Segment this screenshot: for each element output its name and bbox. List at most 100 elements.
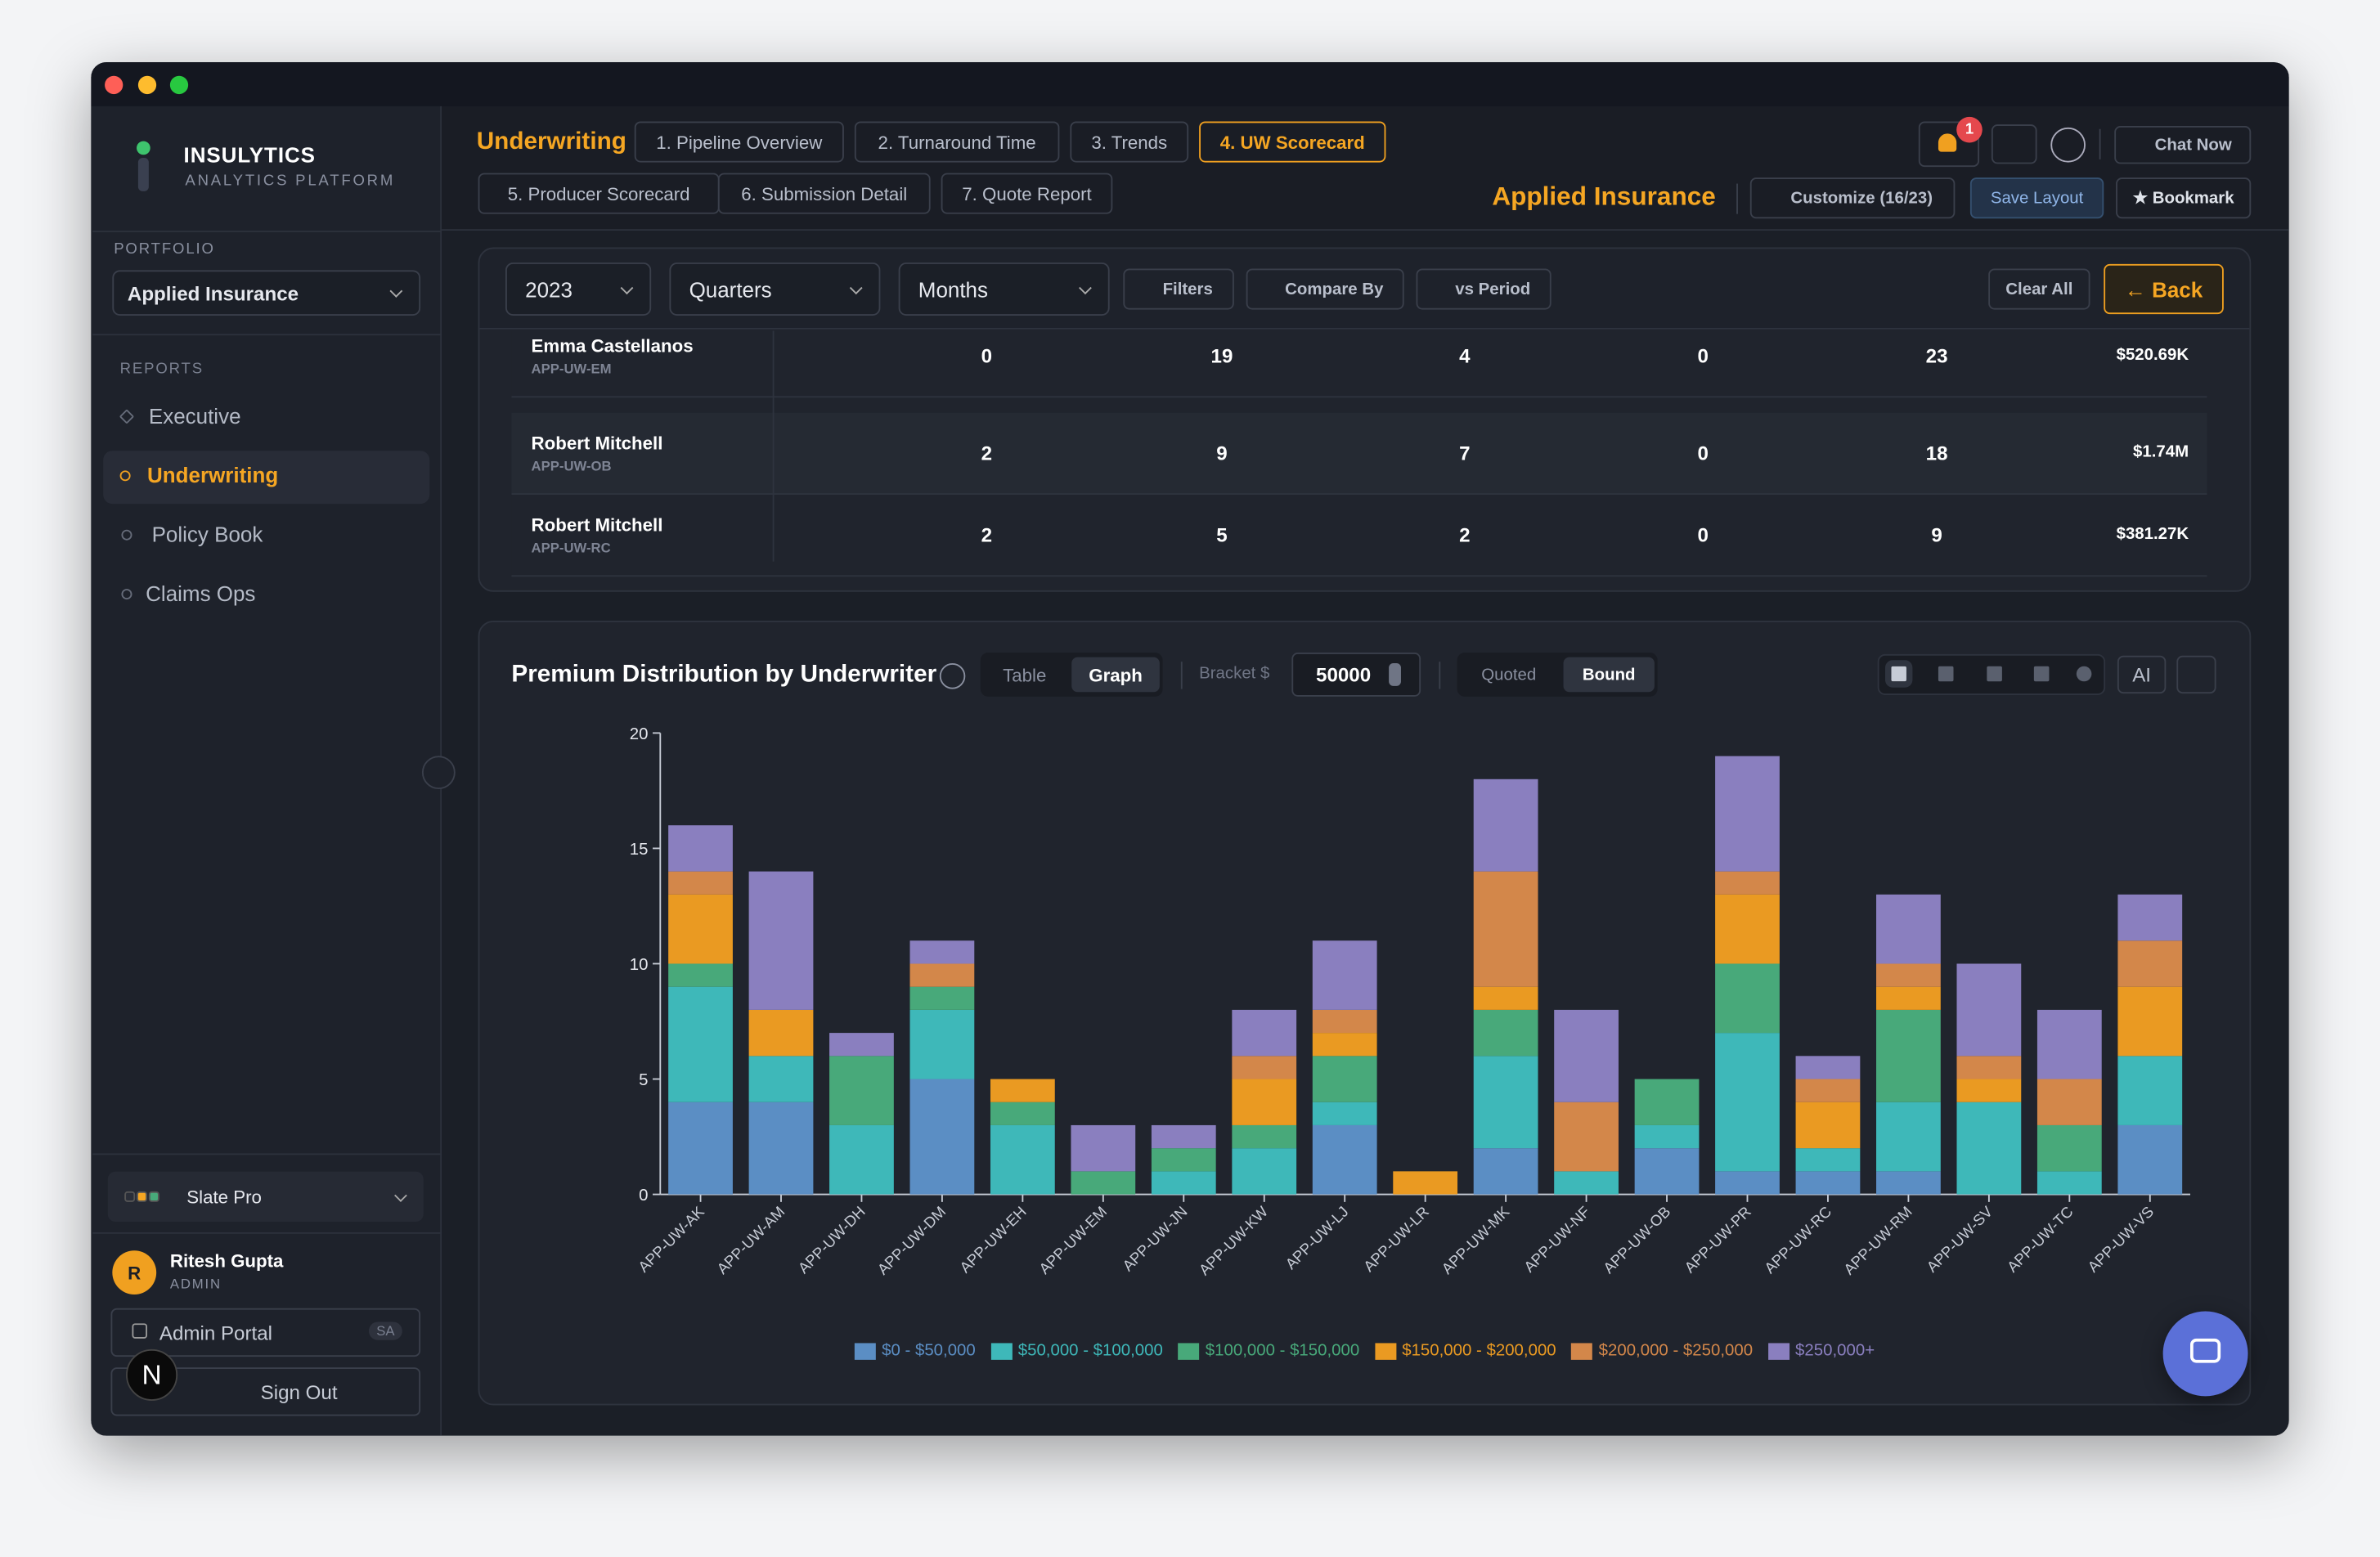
filter-select[interactable]: Quarters — [669, 262, 881, 316]
x-tick-label: APP-UW-PR — [1681, 1203, 1754, 1277]
bar-segment — [2036, 1124, 2102, 1172]
legend-item[interactable]: $200,000 - $250,000 — [1571, 1342, 1753, 1360]
toggle-option[interactable]: Graph — [1071, 657, 1160, 693]
chat-now[interactable]: Chat Now — [2114, 126, 2252, 164]
cell-name: Robert Mitchell — [531, 432, 663, 454]
bar-segment — [1473, 871, 1538, 987]
table-row — [511, 330, 2207, 398]
chart-type-icon[interactable] — [1938, 666, 1954, 682]
x-tick-label: APP-UW-JN — [1119, 1203, 1190, 1274]
tab[interactable]: 7. Quote Report — [941, 173, 1113, 214]
bar-segment — [748, 871, 814, 1010]
nav-item[interactable]: Underwriting — [147, 463, 279, 487]
nav-item[interactable]: Executive — [148, 403, 241, 429]
x-tick-label: APP-UW-AK — [635, 1202, 707, 1275]
cell-value: 9 — [1931, 523, 1942, 547]
bar-segment — [1795, 1148, 1861, 1172]
y-tick-label: 20 — [630, 725, 649, 743]
bookmark[interactable]: ★ Bookmark — [2116, 177, 2252, 219]
bar-segment — [1554, 1171, 1619, 1195]
tab[interactable]: 5. Producer Scorecard — [478, 173, 720, 214]
toggle-option[interactable]: Quoted — [1481, 665, 1537, 684]
nav-icon — [121, 589, 132, 600]
legend-item[interactable]: $50,000 - $100,000 — [990, 1342, 1163, 1360]
dev-badge: N — [126, 1348, 178, 1401]
bar-segment — [2036, 1079, 2102, 1125]
bar-segment — [1232, 1079, 1297, 1125]
collapse-button[interactable] — [421, 756, 456, 790]
filter-button[interactable]: Clear All — [1988, 268, 2090, 310]
company-name: Applied Insurance — [1492, 182, 1716, 211]
cell-value: 4 — [1459, 344, 1471, 368]
separator — [1439, 662, 1441, 689]
bracket-input[interactable]: 50000 — [1291, 653, 1421, 697]
bar-segment — [1956, 1102, 2022, 1195]
nav-item[interactable]: Claims Ops — [146, 581, 256, 606]
zoom-light[interactable] — [169, 75, 189, 95]
save-layout[interactable]: Save Layout — [1969, 177, 2104, 219]
bar-segment — [668, 871, 733, 895]
minimize-light[interactable] — [137, 75, 157, 95]
close-light[interactable] — [105, 75, 123, 95]
bar-segment — [1795, 1102, 1861, 1149]
filter-button[interactable]: vs Period — [1416, 268, 1551, 310]
cell-value: 9 — [1216, 442, 1228, 464]
back-button[interactable]: ← Back — [2104, 263, 2224, 315]
ai-button[interactable]: AI — [2117, 655, 2167, 694]
theme-select[interactable]: Slate Pro — [107, 1171, 424, 1222]
x-tick-label: APP-UW-TC — [2004, 1203, 2077, 1276]
tab[interactable]: 6. Submission Detail — [717, 173, 931, 214]
chart-type-icon[interactable] — [1884, 660, 1913, 688]
toggle-option[interactable]: Bound — [1563, 657, 1655, 693]
filter-button[interactable]: Compare By — [1246, 268, 1404, 310]
swap-button[interactable] — [1991, 124, 2037, 164]
chevron — [389, 285, 403, 298]
filter-select[interactable]: Months — [898, 262, 1110, 316]
x-tick-label: APP-UW-EM — [1035, 1203, 1110, 1277]
chat-icon — [2190, 1338, 2221, 1363]
bell-button[interactable] — [1918, 121, 1980, 168]
cell-value: 2 — [981, 442, 993, 464]
legend-item[interactable]: $250,000+ — [1767, 1342, 1875, 1360]
bar-segment — [1312, 1009, 1377, 1034]
tab[interactable]: 2. Turnaround Time — [854, 121, 1060, 163]
customize[interactable]: Customize (16/23) — [1749, 177, 1956, 219]
tab[interactable]: 3. Trends — [1070, 121, 1189, 163]
x-tick-label: APP-UW-AM — [713, 1203, 788, 1277]
bar-segment — [1876, 1171, 1941, 1195]
legend-item[interactable]: $100,000 - $150,000 — [1178, 1342, 1359, 1360]
legend-label: $100,000 - $150,000 — [1205, 1341, 1360, 1360]
chat-bubble[interactable] — [2162, 1311, 2248, 1397]
filter-select[interactable]: 2023 — [505, 262, 652, 316]
expand-button[interactable] — [2176, 655, 2216, 694]
portfolio-select[interactable]: Applied Insurance — [112, 270, 421, 316]
x-tick-label: APP-UW-EH — [956, 1203, 1030, 1277]
legend: $0 - $50,000 $50,000 - $100,000 $100,000 -… — [478, 1342, 2252, 1360]
toggle-option[interactable]: Table — [1003, 663, 1047, 685]
label: PORTFOLIO — [114, 241, 215, 258]
cell-value: 0 — [1697, 442, 1709, 464]
divider — [92, 231, 442, 232]
help-button[interactable] — [2050, 127, 2086, 163]
chevron — [620, 280, 634, 294]
bar-segment — [1634, 1148, 1700, 1195]
column-divider — [772, 330, 775, 562]
cell-value: 2 — [1459, 523, 1471, 547]
admin-portal[interactable]: Admin Portal — [110, 1308, 421, 1357]
tab[interactable]: 1. Pipeline Overview — [634, 121, 844, 163]
chart-type-icon[interactable] — [2033, 666, 2050, 682]
tab[interactable]: 4. UW Scorecard — [1199, 121, 1386, 163]
bar-segment — [909, 963, 975, 987]
chevron — [1079, 280, 1092, 294]
nav-item[interactable]: Policy Book — [151, 522, 263, 547]
chart-type-icon[interactable] — [1987, 666, 2002, 682]
bar-segment — [1634, 1124, 1700, 1149]
sign-out[interactable]: Sign Out — [110, 1367, 421, 1416]
legend-item[interactable]: $0 - $50,000 — [854, 1342, 976, 1360]
grid-icon — [132, 1323, 148, 1339]
bar-segment — [1956, 963, 2022, 1057]
chart-type-icon[interactable] — [2076, 666, 2092, 682]
legend-item[interactable]: $150,000 - $200,000 — [1374, 1342, 1556, 1360]
bar-segment — [2036, 1171, 2102, 1195]
filter-button[interactable]: Filters — [1123, 268, 1234, 310]
